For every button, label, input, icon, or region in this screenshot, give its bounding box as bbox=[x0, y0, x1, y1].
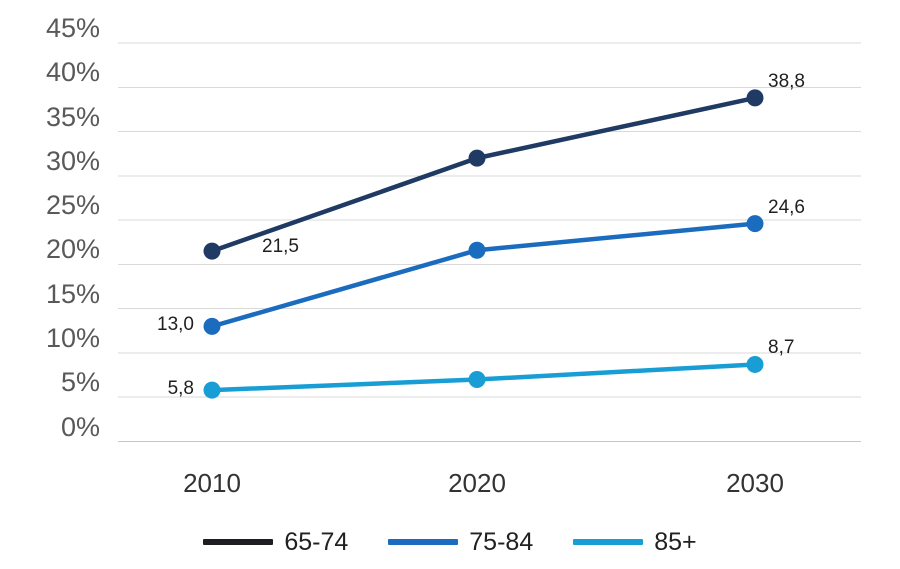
data-point-85+-2020 bbox=[468, 371, 486, 389]
data-point-75-84-2020 bbox=[468, 241, 486, 259]
legend-item-75-84: 75-84 bbox=[388, 527, 533, 557]
data-point-65-74-2030 bbox=[746, 89, 764, 107]
y-axis-tick-label: 20% bbox=[45, 234, 100, 265]
data-label-75-84-2030: 24,6 bbox=[768, 196, 805, 218]
data-label-65-74-2010: 21,5 bbox=[262, 236, 299, 258]
legend-item-65-74: 65-74 bbox=[203, 527, 348, 557]
data-point-65-74-2010 bbox=[203, 242, 221, 260]
x-axis-tick-label-2020: 2020 bbox=[448, 468, 506, 498]
legend-label: 65-74 bbox=[284, 528, 349, 556]
data-label-65-74-2030: 38,8 bbox=[768, 70, 805, 92]
y-axis-tick-label: 10% bbox=[45, 322, 100, 353]
data-point-85+-2010 bbox=[203, 381, 221, 399]
series-line-65-74 bbox=[209, 95, 758, 254]
y-axis-tick-label: 45% bbox=[45, 13, 100, 43]
y-axis-tick-label: 35% bbox=[45, 101, 100, 132]
legend-item-85+: 85+ bbox=[573, 527, 697, 557]
y-axis-tick-label: 30% bbox=[45, 145, 100, 176]
data-point-65-74-2020 bbox=[468, 149, 486, 167]
x-axis-tick-label-2030: 2030 bbox=[726, 468, 784, 498]
legend-label: 85+ bbox=[654, 528, 697, 556]
y-axis-tick-label: 40% bbox=[45, 57, 100, 88]
data-label-75-84-2010: 13,0 bbox=[157, 314, 194, 336]
data-label-85+-2030: 8,7 bbox=[768, 337, 795, 359]
y-axis-tick-label: 15% bbox=[45, 278, 100, 309]
data-point-75-84-2010 bbox=[203, 317, 221, 335]
legend-line-swatch bbox=[388, 539, 459, 545]
y-axis-tick-label: 25% bbox=[45, 190, 100, 221]
y-axis-tick-label: 0% bbox=[60, 411, 100, 442]
data-point-75-84-2030 bbox=[746, 215, 764, 233]
data-point-85+-2030 bbox=[746, 355, 764, 373]
x-axis-tick-label-2010: 2010 bbox=[183, 468, 241, 498]
legend-line-swatch bbox=[203, 539, 274, 545]
y-axis-tick-label: 5% bbox=[60, 367, 100, 398]
data-label-85+-2010: 5,8 bbox=[167, 378, 194, 400]
legend-label: 75-84 bbox=[469, 528, 534, 556]
chart-legend: 65-74 75-84 85+ bbox=[0, 527, 900, 557]
legend-line-swatch bbox=[573, 539, 644, 545]
